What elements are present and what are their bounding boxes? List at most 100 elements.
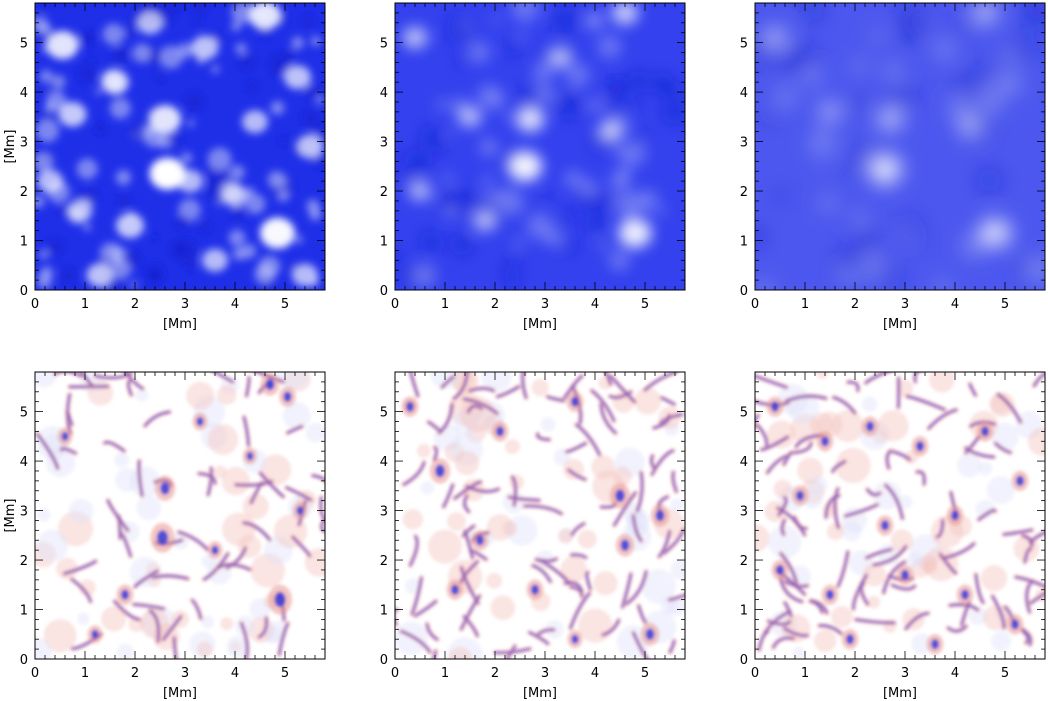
texture-blob <box>755 280 774 290</box>
filament-core <box>916 470 926 486</box>
bright-feature <box>548 46 572 69</box>
filament-core <box>1021 534 1033 547</box>
y-tick-label: 4 <box>20 86 28 101</box>
texture-blob <box>627 70 651 94</box>
filament-core <box>564 581 583 593</box>
filament-core <box>585 571 592 590</box>
texture-blob <box>282 402 311 430</box>
filament-core <box>496 385 520 398</box>
texture-blob <box>851 209 868 225</box>
texture-blob <box>39 69 53 83</box>
filament-core <box>1021 629 1030 644</box>
y-tick-label: 3 <box>740 505 748 520</box>
texture-blob <box>94 88 102 96</box>
texture-blob <box>767 420 796 449</box>
texture-blob <box>490 595 516 621</box>
x-tick-label: 3 <box>181 666 189 681</box>
filament-core <box>432 650 437 659</box>
filament-core <box>411 576 423 615</box>
texture-blob <box>614 144 629 159</box>
filament-core <box>442 484 454 508</box>
texture-blob <box>235 42 247 55</box>
texture-blob <box>196 641 213 658</box>
texture-blob <box>661 81 680 100</box>
texture-blob <box>35 637 52 659</box>
texture-blob <box>198 220 212 234</box>
strong-feature-core <box>951 510 959 521</box>
bright-feature <box>58 101 87 127</box>
panel-top-right: 0 1 2 3 4 5 0 1 2 3 4 5 [Mm] <box>740 2 1046 332</box>
texture-blob <box>35 118 60 143</box>
texture-blob <box>960 234 985 259</box>
x-tick-label: 2 <box>131 666 139 681</box>
texture-blob <box>809 129 837 157</box>
filament-core <box>433 446 438 461</box>
x-tick-label: 0 <box>31 666 39 681</box>
y-tick-label: 2 <box>20 554 28 569</box>
texture-blob <box>83 222 92 232</box>
x-tick-label: 1 <box>801 666 809 681</box>
filament-core <box>767 620 791 626</box>
x-tick-label: 3 <box>541 666 549 681</box>
texture-blob <box>226 635 250 659</box>
texture-blob <box>502 38 522 57</box>
filament-core <box>243 521 271 541</box>
texture-blob <box>662 98 685 125</box>
x-tick-label: 5 <box>1001 666 1009 681</box>
filament-core <box>884 484 904 520</box>
texture-blob <box>136 495 162 521</box>
texture-blob <box>450 233 474 257</box>
filament-core <box>625 570 648 605</box>
x-tick-label: 1 <box>441 666 449 681</box>
texture-blob <box>563 169 583 189</box>
texture-blob <box>304 84 321 100</box>
texture-blob <box>875 263 900 288</box>
texture-blob <box>254 263 275 285</box>
texture-blob <box>145 268 162 285</box>
texture-blob <box>888 84 917 113</box>
filament-core <box>259 472 285 498</box>
bright-feature <box>959 117 981 137</box>
heatmap-field <box>755 3 1045 290</box>
texture-blob <box>626 99 639 112</box>
texture-blob <box>540 190 553 202</box>
texture-blob <box>560 556 587 583</box>
texture-blob <box>37 508 51 522</box>
strong-feature-core <box>435 464 445 478</box>
texture-blob <box>232 247 246 261</box>
strong-feature-core <box>961 589 969 600</box>
texture-blob <box>896 18 925 46</box>
texture-blob <box>277 189 290 202</box>
filament-core <box>103 441 126 452</box>
texture-blob <box>510 3 540 23</box>
texture-blob <box>577 529 597 549</box>
bright-feature <box>611 3 639 25</box>
texture-blob <box>115 169 132 186</box>
x-tick-label: 4 <box>231 297 239 312</box>
texture-blob <box>222 512 256 547</box>
texture-blob <box>109 97 131 119</box>
texture-blob <box>852 57 869 75</box>
filament-core <box>777 496 788 516</box>
texture-blob <box>1008 34 1036 62</box>
strong-feature-core <box>931 639 939 650</box>
y-tick-label: 1 <box>740 235 748 250</box>
texture-blob <box>312 124 325 138</box>
texture-blob <box>929 372 955 393</box>
texture-blob <box>38 249 49 260</box>
filament-core <box>528 631 549 645</box>
strong-feature-core <box>91 629 99 639</box>
texture-blob <box>36 274 52 290</box>
filament-core <box>832 396 856 414</box>
bright-feature <box>819 102 841 122</box>
filament-core <box>613 491 637 526</box>
y-tick-label: 0 <box>740 653 748 668</box>
texture-blob <box>589 189 615 215</box>
texture-blob <box>111 259 131 280</box>
filament-core <box>668 594 685 601</box>
texture-blob <box>532 61 555 84</box>
filament-core <box>54 372 82 377</box>
texture-blob <box>270 100 285 115</box>
y-tick-label: 4 <box>740 86 748 101</box>
texture-blob <box>230 21 241 32</box>
